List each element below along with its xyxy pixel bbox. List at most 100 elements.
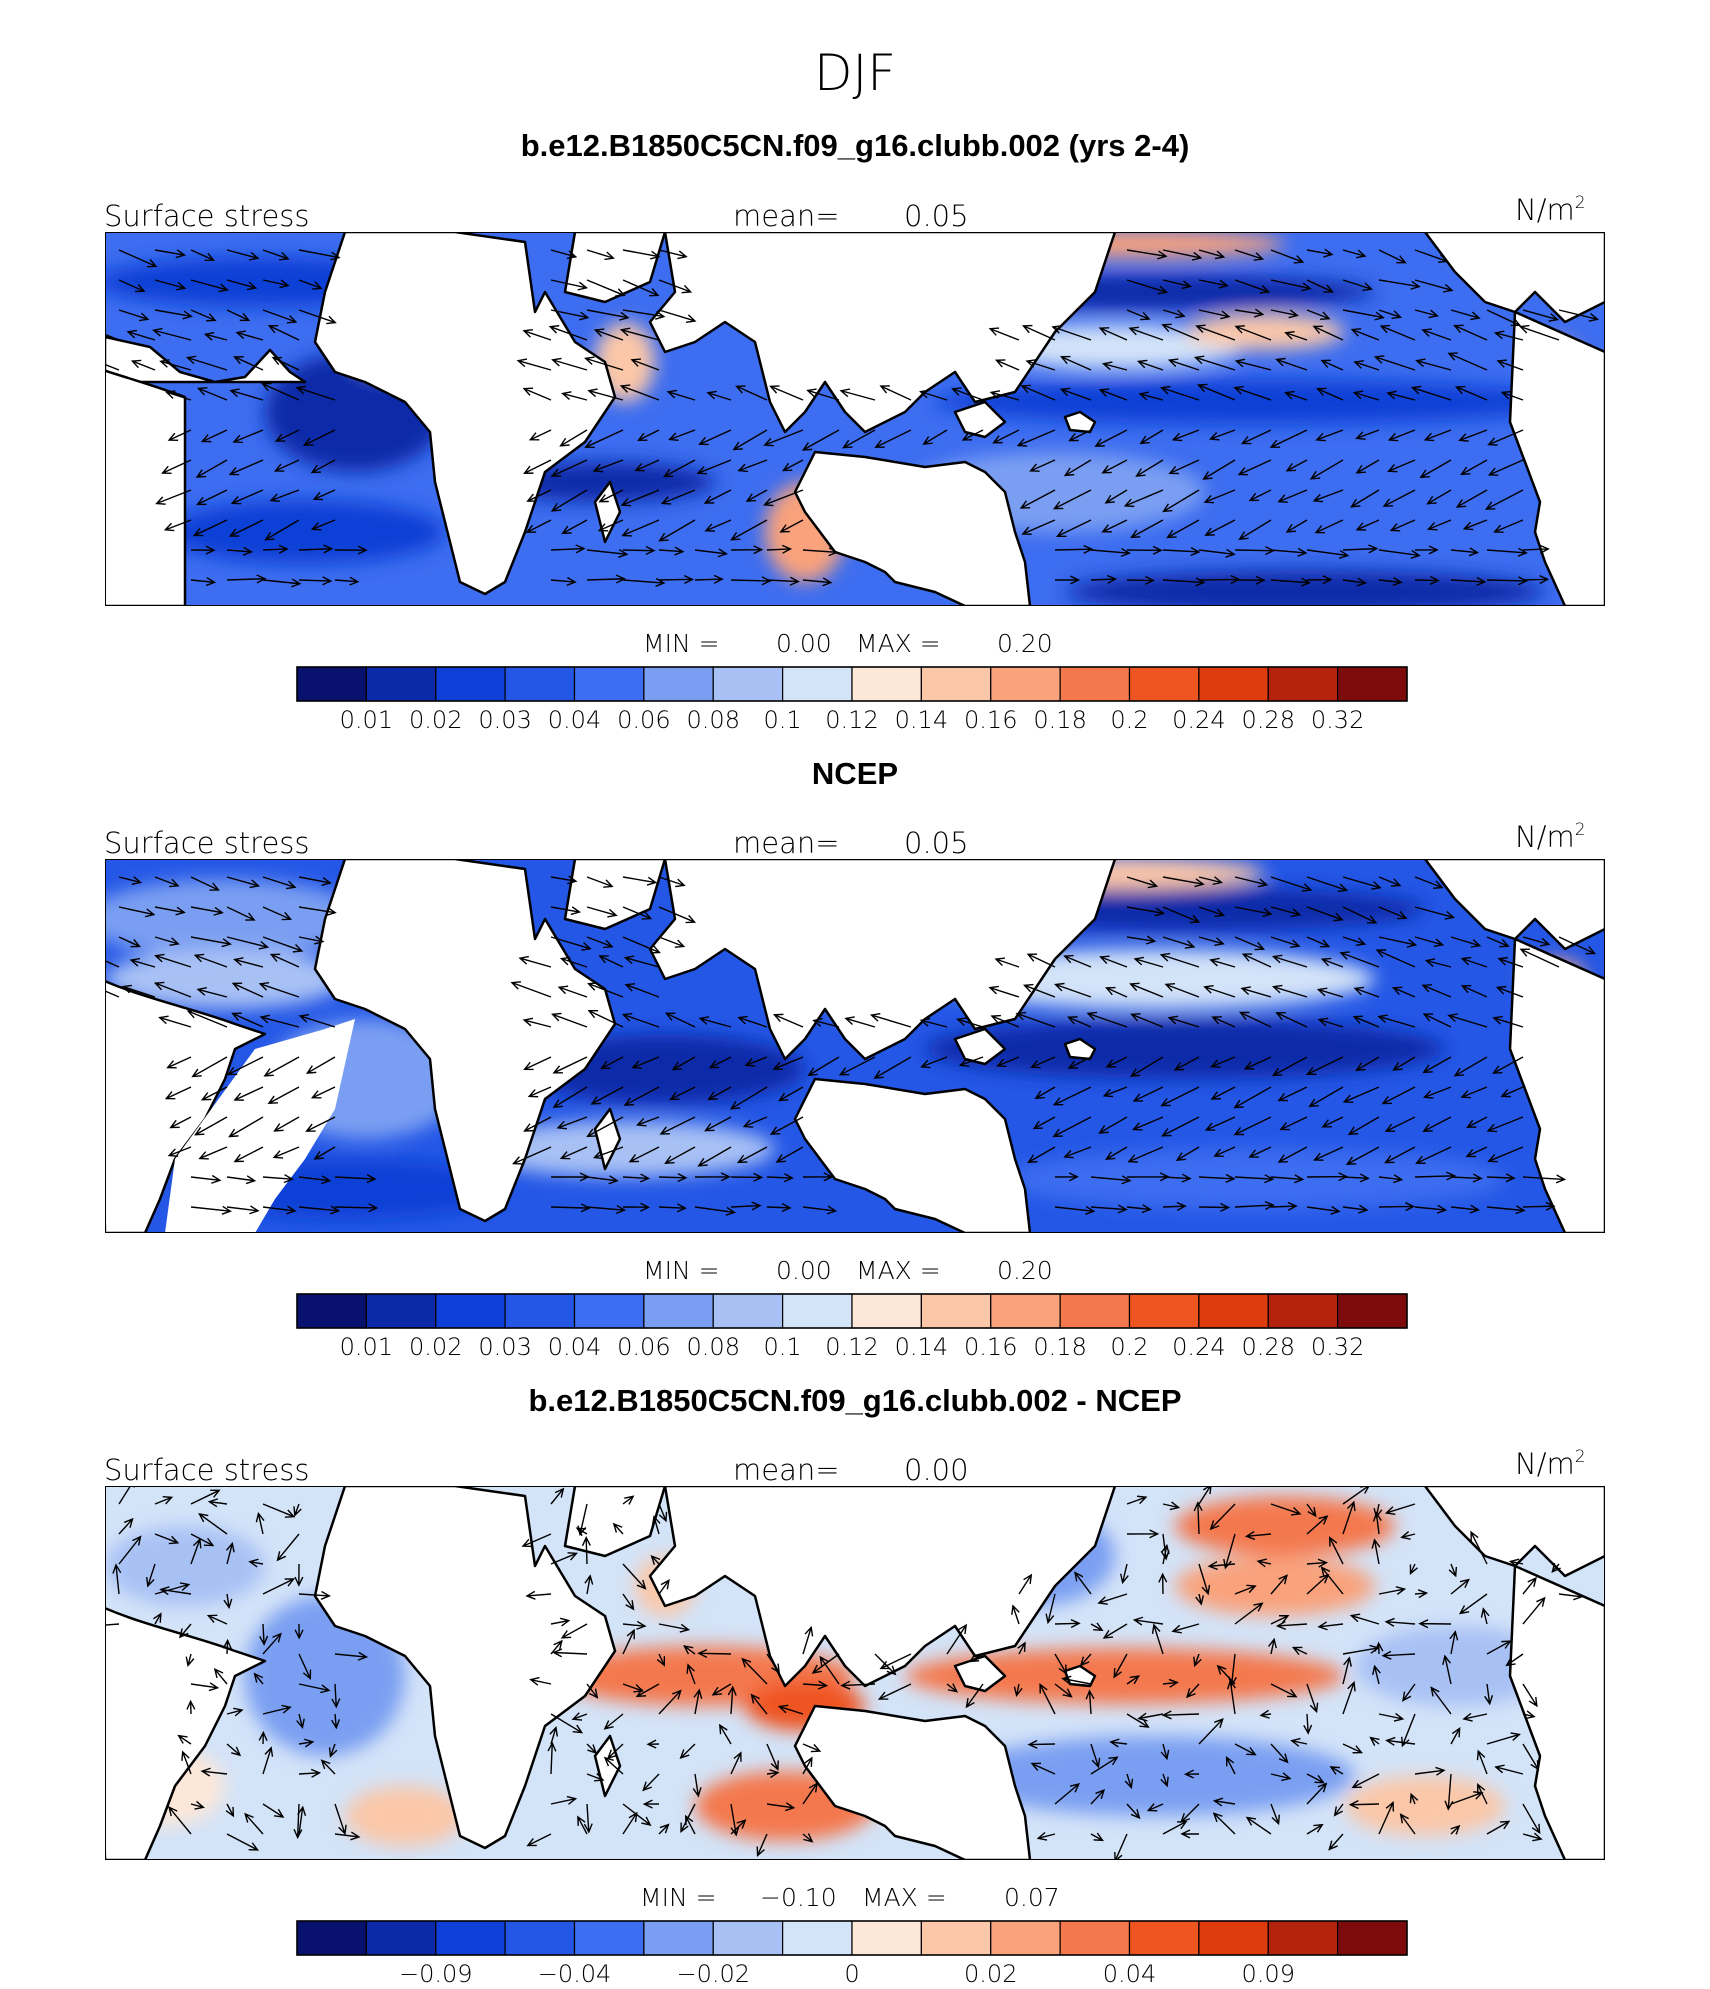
stress-vector [1421,328,1452,341]
stress-vector [624,983,660,998]
stress-vector [1090,1756,1119,1775]
stress-vector [550,544,586,554]
stress-vector [1226,1679,1236,1715]
stress-vector [1098,1116,1128,1134]
stress-vector [586,1683,599,1699]
stress-vector [703,489,732,504]
stress-vector [1392,1056,1416,1071]
stress-vector [658,1173,688,1183]
stress-vector [682,1645,696,1655]
stress-vector [696,459,732,475]
colorbar-swatch [435,666,506,702]
stress-vector [684,1814,696,1835]
stress-vector [1270,1772,1292,1782]
stress-vector [737,1015,768,1028]
stress-vector [1051,325,1092,341]
stress-vector [1386,390,1416,401]
stress-vector [1162,1820,1188,1835]
stress-vector [1455,489,1488,508]
stress-vector [195,459,228,478]
stress-vector [1090,1743,1101,1769]
stress-vector [650,1555,661,1565]
stress-vector [1136,359,1164,371]
stress-vector [658,1623,691,1633]
stress-vector [1098,388,1128,401]
mean-value: 0.05 [904,826,969,860]
stress-vector [623,1086,660,1106]
stress-vector [1355,459,1380,474]
stress-vector [1519,948,1560,968]
stress-vector [154,1582,191,1595]
stress-vector [1518,324,1560,341]
stress-vector [547,1741,557,1775]
stress-vector [658,1203,687,1213]
stress-vector [298,279,323,290]
stress-vector [550,459,588,477]
stress-vector [1126,1803,1141,1820]
stress-vector [1414,279,1454,293]
stress-vector [154,906,186,916]
stress-vector [1291,1646,1308,1656]
stress-vector [334,576,360,586]
stress-vector [1241,953,1272,968]
stress-vector [766,544,793,554]
stress-vector [593,328,624,341]
stress-vector [704,1116,732,1132]
stress-vector [560,1623,588,1639]
stress-vector [584,356,624,371]
stress-vector [526,1833,552,1847]
stress-vector [737,459,768,473]
stress-vector [806,388,840,401]
stress-vector [1423,429,1452,442]
stress-vector [842,429,876,449]
stress-vector [1372,1664,1381,1685]
stress-vector [154,249,187,259]
stress-vector [1317,1017,1344,1028]
stress-vector [1074,1571,1092,1595]
stress-vector [1209,957,1236,968]
stress-vector [525,1590,552,1600]
stress-vector [1019,489,1056,509]
stress-vector [1306,279,1334,293]
stress-vector [660,489,696,505]
stress-vector [597,519,624,532]
stress-vector [1193,1501,1203,1535]
stress-vector [226,574,267,584]
stress-vector [1063,1146,1092,1159]
stress-vector [1054,1683,1073,1698]
colorbar-swatch [1198,666,1269,702]
stress-vector [612,1522,624,1535]
stress-vector [1085,1689,1095,1715]
stress-vector [1345,1146,1380,1165]
stress-vector [1371,1538,1381,1565]
stress-vector [190,279,229,293]
stress-vector [298,935,325,945]
stress-vector [193,953,228,968]
stress-vector [1314,519,1344,534]
stress-vector [598,489,624,503]
colorbar-tick-label: 0.18 [1033,706,1086,734]
colorbar-swatch [435,1293,506,1329]
stress-vector [1126,249,1168,260]
stress-vector [334,1803,347,1836]
stress-vector [622,936,661,954]
stress-vector [1414,1204,1448,1214]
stress-vector [556,1116,588,1130]
stress-vector [586,1743,598,1755]
stress-vector [1454,385,1488,401]
stress-vector [264,519,300,541]
stress-vector [1426,489,1452,505]
stress-vector [185,355,228,371]
stress-vector [1270,1683,1298,1698]
stress-vector [552,1648,588,1658]
stress-vector [1484,489,1524,510]
stress-vector [1306,1782,1328,1805]
stress-vector [1055,519,1092,537]
stress-vector [1522,1743,1540,1771]
stress-vector [763,429,804,447]
stress-vector [262,309,298,324]
stress-vector [1381,1650,1416,1660]
vector-field [105,1486,1584,1860]
stress-vector [1453,1056,1488,1077]
stress-vector [1161,1710,1200,1720]
